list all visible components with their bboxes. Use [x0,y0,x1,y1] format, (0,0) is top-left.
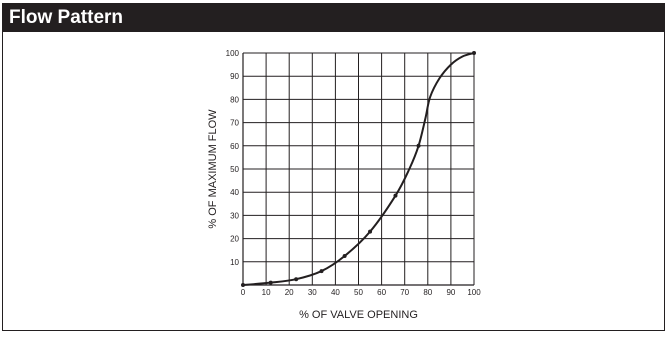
y-tick-label: 10 [230,258,239,267]
x-tick-label: 80 [423,288,432,297]
data-point [294,277,299,282]
x-axis-label: % OF VALVE OPENING [299,309,418,321]
x-tick-label: 20 [285,288,294,297]
y-axis-label: % OF MAXIMUM FLOW [207,109,219,229]
y-tick-label: 40 [230,188,239,197]
data-point [342,254,347,258]
x-tick-label: 60 [377,288,386,297]
data-point [319,269,324,274]
x-tick-label: 90 [446,288,455,297]
x-tick-label: 70 [400,288,409,297]
y-tick-label: 70 [230,119,239,128]
x-tick-label: 40 [331,288,340,297]
y-tick-label: 100 [226,49,240,58]
y-tick-label: 20 [230,235,239,244]
y-tick-label: 90 [230,72,239,81]
x-tick-label: 30 [308,288,317,297]
y-tick-label: 30 [230,211,239,220]
panel-header: Flow Pattern [3,4,664,32]
y-tick-label: 80 [230,95,239,104]
data-point [268,280,273,285]
x-tick-label: 100 [467,288,481,297]
data-point [393,193,398,198]
x-tick-label: 50 [354,288,363,297]
data-point [416,143,421,148]
panel-title: Flow Pattern [9,7,124,28]
y-tick-label: 50 [230,165,239,174]
x-tick-label: 0 [241,288,246,297]
flow-pattern-panel: Flow Pattern [2,3,665,331]
y-tick-label: 60 [230,142,239,151]
data-point [368,229,373,234]
data-point [241,283,245,287]
x-tick-label: 10 [262,288,271,297]
data-point [472,51,476,55]
series-curve [242,52,475,286]
